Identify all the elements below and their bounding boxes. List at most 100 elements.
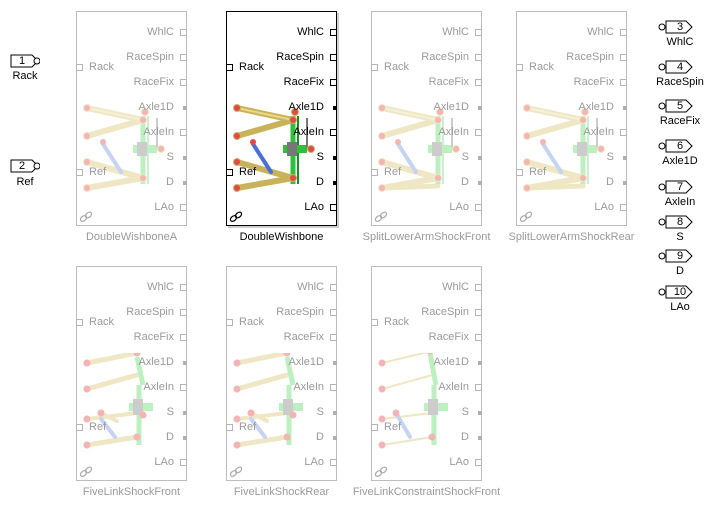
- output-port-connector[interactable]: [180, 29, 187, 36]
- output-port-connector[interactable]: [183, 361, 187, 365]
- output-port-connector[interactable]: [330, 309, 337, 316]
- output-port-connector[interactable]: [478, 411, 482, 415]
- output-port-connector[interactable]: [330, 54, 337, 61]
- output-port-connector[interactable]: [180, 284, 187, 291]
- block-name-label: FiveLinkConstraintShockFront: [352, 486, 501, 498]
- outport-label: Axle1D: [662, 155, 698, 167]
- input-port-connector[interactable]: [516, 64, 523, 71]
- output-port-connector[interactable]: [475, 309, 482, 316]
- subsystem-block-double-wishbone-a[interactable]: WhlC RaceSpin RaceFix Axle1D AxleIn S D LAo Rack…: [76, 11, 187, 226]
- output-port-connector[interactable]: [475, 459, 482, 466]
- suspension-diagram-icon: [378, 353, 448, 449]
- input-port-connector[interactable]: [371, 169, 378, 176]
- input-port-connector[interactable]: [371, 64, 378, 71]
- output-port-connector[interactable]: [475, 334, 482, 341]
- output-port-connector[interactable]: [620, 79, 627, 86]
- block-port-label: Ref: [384, 166, 402, 178]
- input-port-connector[interactable]: [516, 169, 523, 176]
- output-port-connector[interactable]: [183, 411, 187, 415]
- output-port-connector[interactable]: [180, 309, 187, 316]
- block-port-label: LAo: [304, 201, 324, 213]
- input-port-connector[interactable]: [76, 424, 83, 431]
- output-port-connector[interactable]: [183, 181, 187, 185]
- input-port-connector[interactable]: [76, 64, 83, 71]
- library-link-icon: [229, 211, 243, 222]
- output-port-connector[interactable]: [330, 29, 337, 36]
- block-port-label: LAo: [304, 456, 324, 468]
- block-port-label: RaceSpin: [276, 51, 324, 63]
- output-port-connector[interactable]: [475, 79, 482, 86]
- block-port-label: Ref: [239, 421, 257, 433]
- subsystem-block-five-link-shock-front[interactable]: WhlC RaceSpin RaceFix Axle1D AxleIn S D LAo Rack…: [76, 266, 187, 481]
- output-port-connector[interactable]: [330, 459, 337, 466]
- block-name-label: SplitLowerArmShockFront: [362, 231, 491, 243]
- suspension-diagram-icon: [233, 104, 315, 192]
- input-port-connector[interactable]: [371, 319, 378, 326]
- output-port-connector[interactable]: [478, 106, 482, 110]
- outport-shape-icon: [658, 215, 693, 229]
- output-port-connector[interactable]: [180, 79, 187, 86]
- output-port-connector[interactable]: [333, 361, 337, 365]
- output-port-connector[interactable]: [620, 204, 627, 211]
- subsystem-block-split-lower-arm-shock-rear[interactable]: WhlC RaceSpin RaceFix Axle1D AxleIn S D LAo Rack…: [516, 11, 627, 226]
- output-port-connector[interactable]: [330, 79, 337, 86]
- output-port-connector[interactable]: [180, 384, 187, 391]
- output-port-connector[interactable]: [333, 106, 337, 110]
- output-port-connector[interactable]: [180, 204, 187, 211]
- output-port-connector[interactable]: [333, 436, 337, 440]
- output-port-connector[interactable]: [330, 384, 337, 391]
- input-port-connector[interactable]: [226, 424, 233, 431]
- subsystem-block-five-link-constraint-shock-front[interactable]: WhlC RaceSpin RaceFix Axle1D AxleIn S D LAo Rack…: [371, 266, 482, 481]
- block-port-label: AxleIn: [143, 126, 174, 138]
- block-port-label: Rack: [384, 61, 410, 73]
- inport-shape-icon: [10, 159, 40, 173]
- output-port-connector[interactable]: [475, 384, 482, 391]
- output-port-connector[interactable]: [478, 181, 482, 185]
- output-port-connector[interactable]: [333, 411, 337, 415]
- output-port-connector[interactable]: [183, 156, 187, 160]
- block-port-label: LAo: [594, 201, 614, 213]
- suspension-diagram-icon: [233, 353, 303, 449]
- output-port-connector[interactable]: [475, 129, 482, 136]
- output-port-connector[interactable]: [623, 106, 627, 110]
- output-port-connector[interactable]: [330, 129, 337, 136]
- output-port-connector[interactable]: [620, 129, 627, 136]
- input-port-connector[interactable]: [226, 64, 233, 71]
- subsystem-block-split-lower-arm-shock-front[interactable]: WhlC RaceSpin RaceFix Axle1D AxleIn S D LAo Rack…: [371, 11, 482, 226]
- subsystem-block-five-link-shock-rear[interactable]: WhlC RaceSpin RaceFix Axle1D AxleIn S D LAo Rack…: [226, 266, 337, 481]
- output-port-connector[interactable]: [475, 54, 482, 61]
- outport-label: WhlC: [666, 36, 694, 48]
- output-port-connector[interactable]: [478, 436, 482, 440]
- input-port-connector[interactable]: [226, 319, 233, 326]
- outport-label: D: [676, 265, 684, 277]
- input-port-connector[interactable]: [76, 319, 83, 326]
- input-port-connector[interactable]: [226, 169, 233, 176]
- output-port-connector[interactable]: [180, 459, 187, 466]
- block-port-label: Axle1D: [288, 356, 324, 368]
- output-port-connector[interactable]: [330, 334, 337, 341]
- input-port-connector[interactable]: [76, 169, 83, 176]
- library-link-icon: [79, 211, 93, 222]
- output-port-connector[interactable]: [333, 156, 337, 160]
- output-port-connector[interactable]: [183, 106, 187, 110]
- output-port-connector[interactable]: [180, 129, 187, 136]
- output-port-connector[interactable]: [475, 284, 482, 291]
- output-port-connector[interactable]: [620, 54, 627, 61]
- output-port-connector[interactable]: [623, 181, 627, 185]
- output-port-connector[interactable]: [183, 436, 187, 440]
- output-port-connector[interactable]: [180, 334, 187, 341]
- output-port-connector[interactable]: [330, 284, 337, 291]
- output-port-connector[interactable]: [478, 361, 482, 365]
- input-port-connector[interactable]: [371, 424, 378, 431]
- output-port-connector[interactable]: [180, 54, 187, 61]
- output-port-connector[interactable]: [475, 29, 482, 36]
- subsystem-block-double-wishbone[interactable]: WhlC RaceSpin RaceFix Axle1D AxleIn S D LAo Rack…: [226, 11, 337, 226]
- output-port-connector[interactable]: [620, 29, 627, 36]
- output-port-connector[interactable]: [475, 204, 482, 211]
- block-name-label: DoubleWishbone: [239, 231, 324, 243]
- output-port-connector[interactable]: [330, 204, 337, 211]
- output-port-connector[interactable]: [623, 156, 627, 160]
- output-port-connector[interactable]: [333, 181, 337, 185]
- output-port-connector[interactable]: [478, 156, 482, 160]
- block-port-label: S: [166, 151, 174, 163]
